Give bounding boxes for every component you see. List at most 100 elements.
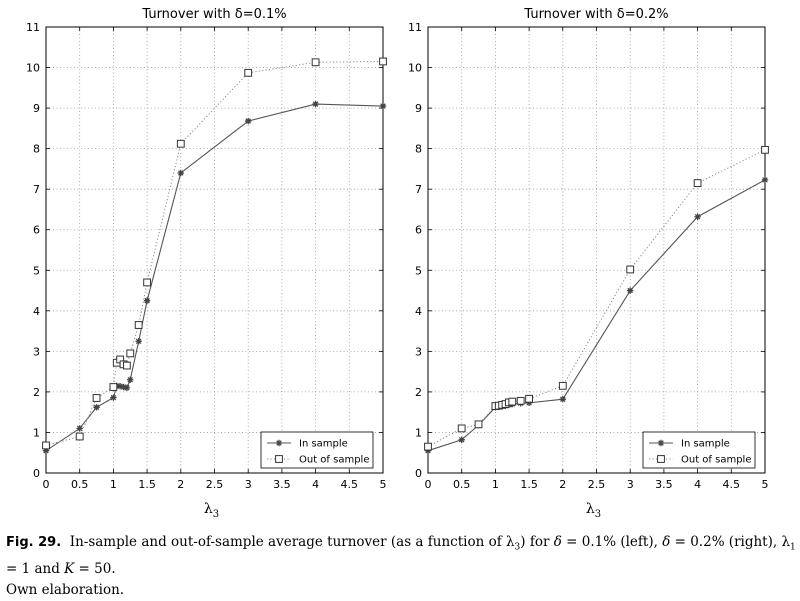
left-legend-marker-star	[275, 439, 283, 447]
right-ytick-label: 8	[415, 143, 422, 156]
right-ytick-label: 6	[415, 224, 422, 237]
left-point-in-sample	[127, 376, 134, 383]
left-axes-frame	[45, 26, 384, 474]
right-ytick-label: 3	[415, 345, 422, 358]
left-xtick-label: 0.5	[71, 478, 89, 491]
left-ytick-label: 4	[33, 305, 40, 318]
right-point-in-sample	[694, 213, 701, 220]
right-legend-marker-square	[657, 455, 665, 463]
right-ytick-label: 2	[415, 386, 422, 399]
right-ytick-label: 5	[415, 264, 422, 277]
left-point-out-of-sample	[126, 349, 135, 358]
left-point-out-of-sample	[109, 383, 118, 391]
left-point-out-of-sample	[379, 57, 387, 66]
right-xtick-label: 3.5	[655, 478, 673, 491]
left-series-line-out-of-sample	[45, 60, 384, 446]
left-ytick-label: 9	[33, 102, 40, 115]
right-ytick-label: 9	[415, 102, 422, 115]
left-xtick-label: 5	[380, 478, 387, 491]
right-xtick-label: 4.5	[723, 478, 741, 491]
left-ytick-label: 7	[33, 183, 40, 196]
left-point-out-of-sample	[92, 394, 101, 402]
left-xtick-label: 3.5	[273, 478, 291, 491]
left-point-in-sample	[116, 383, 124, 390]
right-xtick-label: 1.5	[520, 478, 538, 491]
right-point-out-of-sample	[508, 397, 517, 406]
left-xtick-label: 2	[177, 478, 184, 491]
caption-line-1: Fig. 29. In-sample and out-of-sample ave…	[6, 532, 796, 580]
right-point-in-sample	[761, 176, 769, 184]
left-point-in-sample	[379, 102, 387, 110]
left-xtick-label: 2.5	[206, 478, 224, 491]
figure-caption: Fig. 29. In-sample and out-of-sample ave…	[6, 532, 796, 601]
right-point-out-of-sample	[516, 396, 525, 405]
left-chart-title: Turnover with δ=0.1%	[141, 7, 286, 22]
right-xtick-label: 1	[492, 478, 499, 491]
left-ytick-label: 2	[33, 386, 40, 399]
left-x-axis-label: λ3	[204, 501, 219, 520]
right-point-in-sample	[525, 399, 533, 407]
left-legend-entry: Out of sample	[299, 455, 369, 466]
right-axes-frame	[427, 26, 766, 474]
left-point-in-sample	[143, 297, 151, 304]
left-ytick-label: 5	[33, 264, 40, 277]
right-point-in-sample	[559, 396, 566, 403]
right-xtick-label: 4	[694, 478, 701, 491]
right-point-out-of-sample	[474, 420, 483, 429]
left-point-in-sample	[123, 384, 131, 392]
right-point-out-of-sample	[558, 381, 567, 390]
right-xtick-label: 0	[425, 478, 432, 491]
right-ytick-label: 4	[415, 305, 422, 318]
right-ytick-label: 7	[415, 183, 422, 196]
left-point-in-sample	[312, 100, 319, 108]
left-xtick-label: 1.5	[138, 478, 156, 491]
left-legend-marker-square	[275, 455, 283, 463]
chart-right: 0 0.5 1 1.5 2 2.5 3 3.5 4 4.5 5 0 1 2 3 4 5 6 7 8 9 10 11 Turno…	[408, 7, 769, 520]
left-point-in-sample	[177, 169, 184, 177]
right-point-in-sample	[424, 447, 432, 454]
right-legend-marker-star	[657, 439, 665, 447]
left-point-out-of-sample	[42, 441, 50, 450]
left-ytick-label: 8	[33, 143, 40, 156]
left-ytick-label: 0	[33, 467, 40, 480]
left-point-out-of-sample	[134, 321, 143, 329]
left-point-in-sample	[135, 338, 142, 345]
caption-text: In-sample and out-of-sample average turn…	[6, 534, 796, 577]
right-point-out-of-sample	[626, 265, 635, 274]
left-ytick-label: 3	[33, 345, 40, 358]
right-legend-entry: In sample	[681, 439, 730, 450]
figure: 0 0.5 1 1.5 2 2.5 3 3.5 4 4.5 501234567891011Turno…	[26, 7, 769, 520]
right-xtick-label: 2.5	[588, 478, 606, 491]
right-point-in-sample	[627, 287, 634, 294]
right-point-in-sample	[458, 436, 465, 443]
left-ytick-label: 6	[33, 224, 40, 237]
left-ytick-label: 11	[26, 21, 40, 34]
left-xtick-label: 3	[245, 478, 252, 491]
right-xtick-label: 5	[762, 478, 769, 491]
left-point-out-of-sample	[122, 361, 131, 370]
right-ytick-label: 10	[408, 62, 422, 75]
right-point-out-of-sample	[761, 145, 769, 154]
left-point-out-of-sample	[244, 68, 253, 77]
left-point-out-of-sample	[176, 139, 185, 148]
right-xtick-label: 3	[627, 478, 634, 491]
left-ytick-label: 1	[33, 426, 40, 439]
right-chart-title: Turnover with δ=0.2%	[523, 7, 668, 22]
right-point-out-of-sample	[424, 442, 432, 451]
left-xtick-label: 0	[43, 478, 50, 491]
left-point-out-of-sample	[311, 58, 320, 67]
left-point-in-sample	[245, 117, 252, 125]
right-ytick-label: 0	[415, 467, 422, 480]
right-x-axis-label: λ3	[586, 501, 601, 520]
left-point-in-sample	[93, 404, 100, 411]
caption-label: Fig. 29.	[6, 535, 62, 550]
left-point-in-sample	[110, 394, 117, 401]
left-point-in-sample	[120, 383, 127, 391]
right-point-out-of-sample	[693, 179, 702, 187]
right-legend-entry: Out of sample	[681, 455, 751, 466]
left-point-out-of-sample	[143, 278, 151, 287]
right-point-out-of-sample	[525, 394, 534, 403]
right-xtick-label: 0.5	[453, 478, 471, 491]
right-xtick-label: 2	[559, 478, 566, 491]
left-xtick-label: 1	[110, 478, 117, 491]
